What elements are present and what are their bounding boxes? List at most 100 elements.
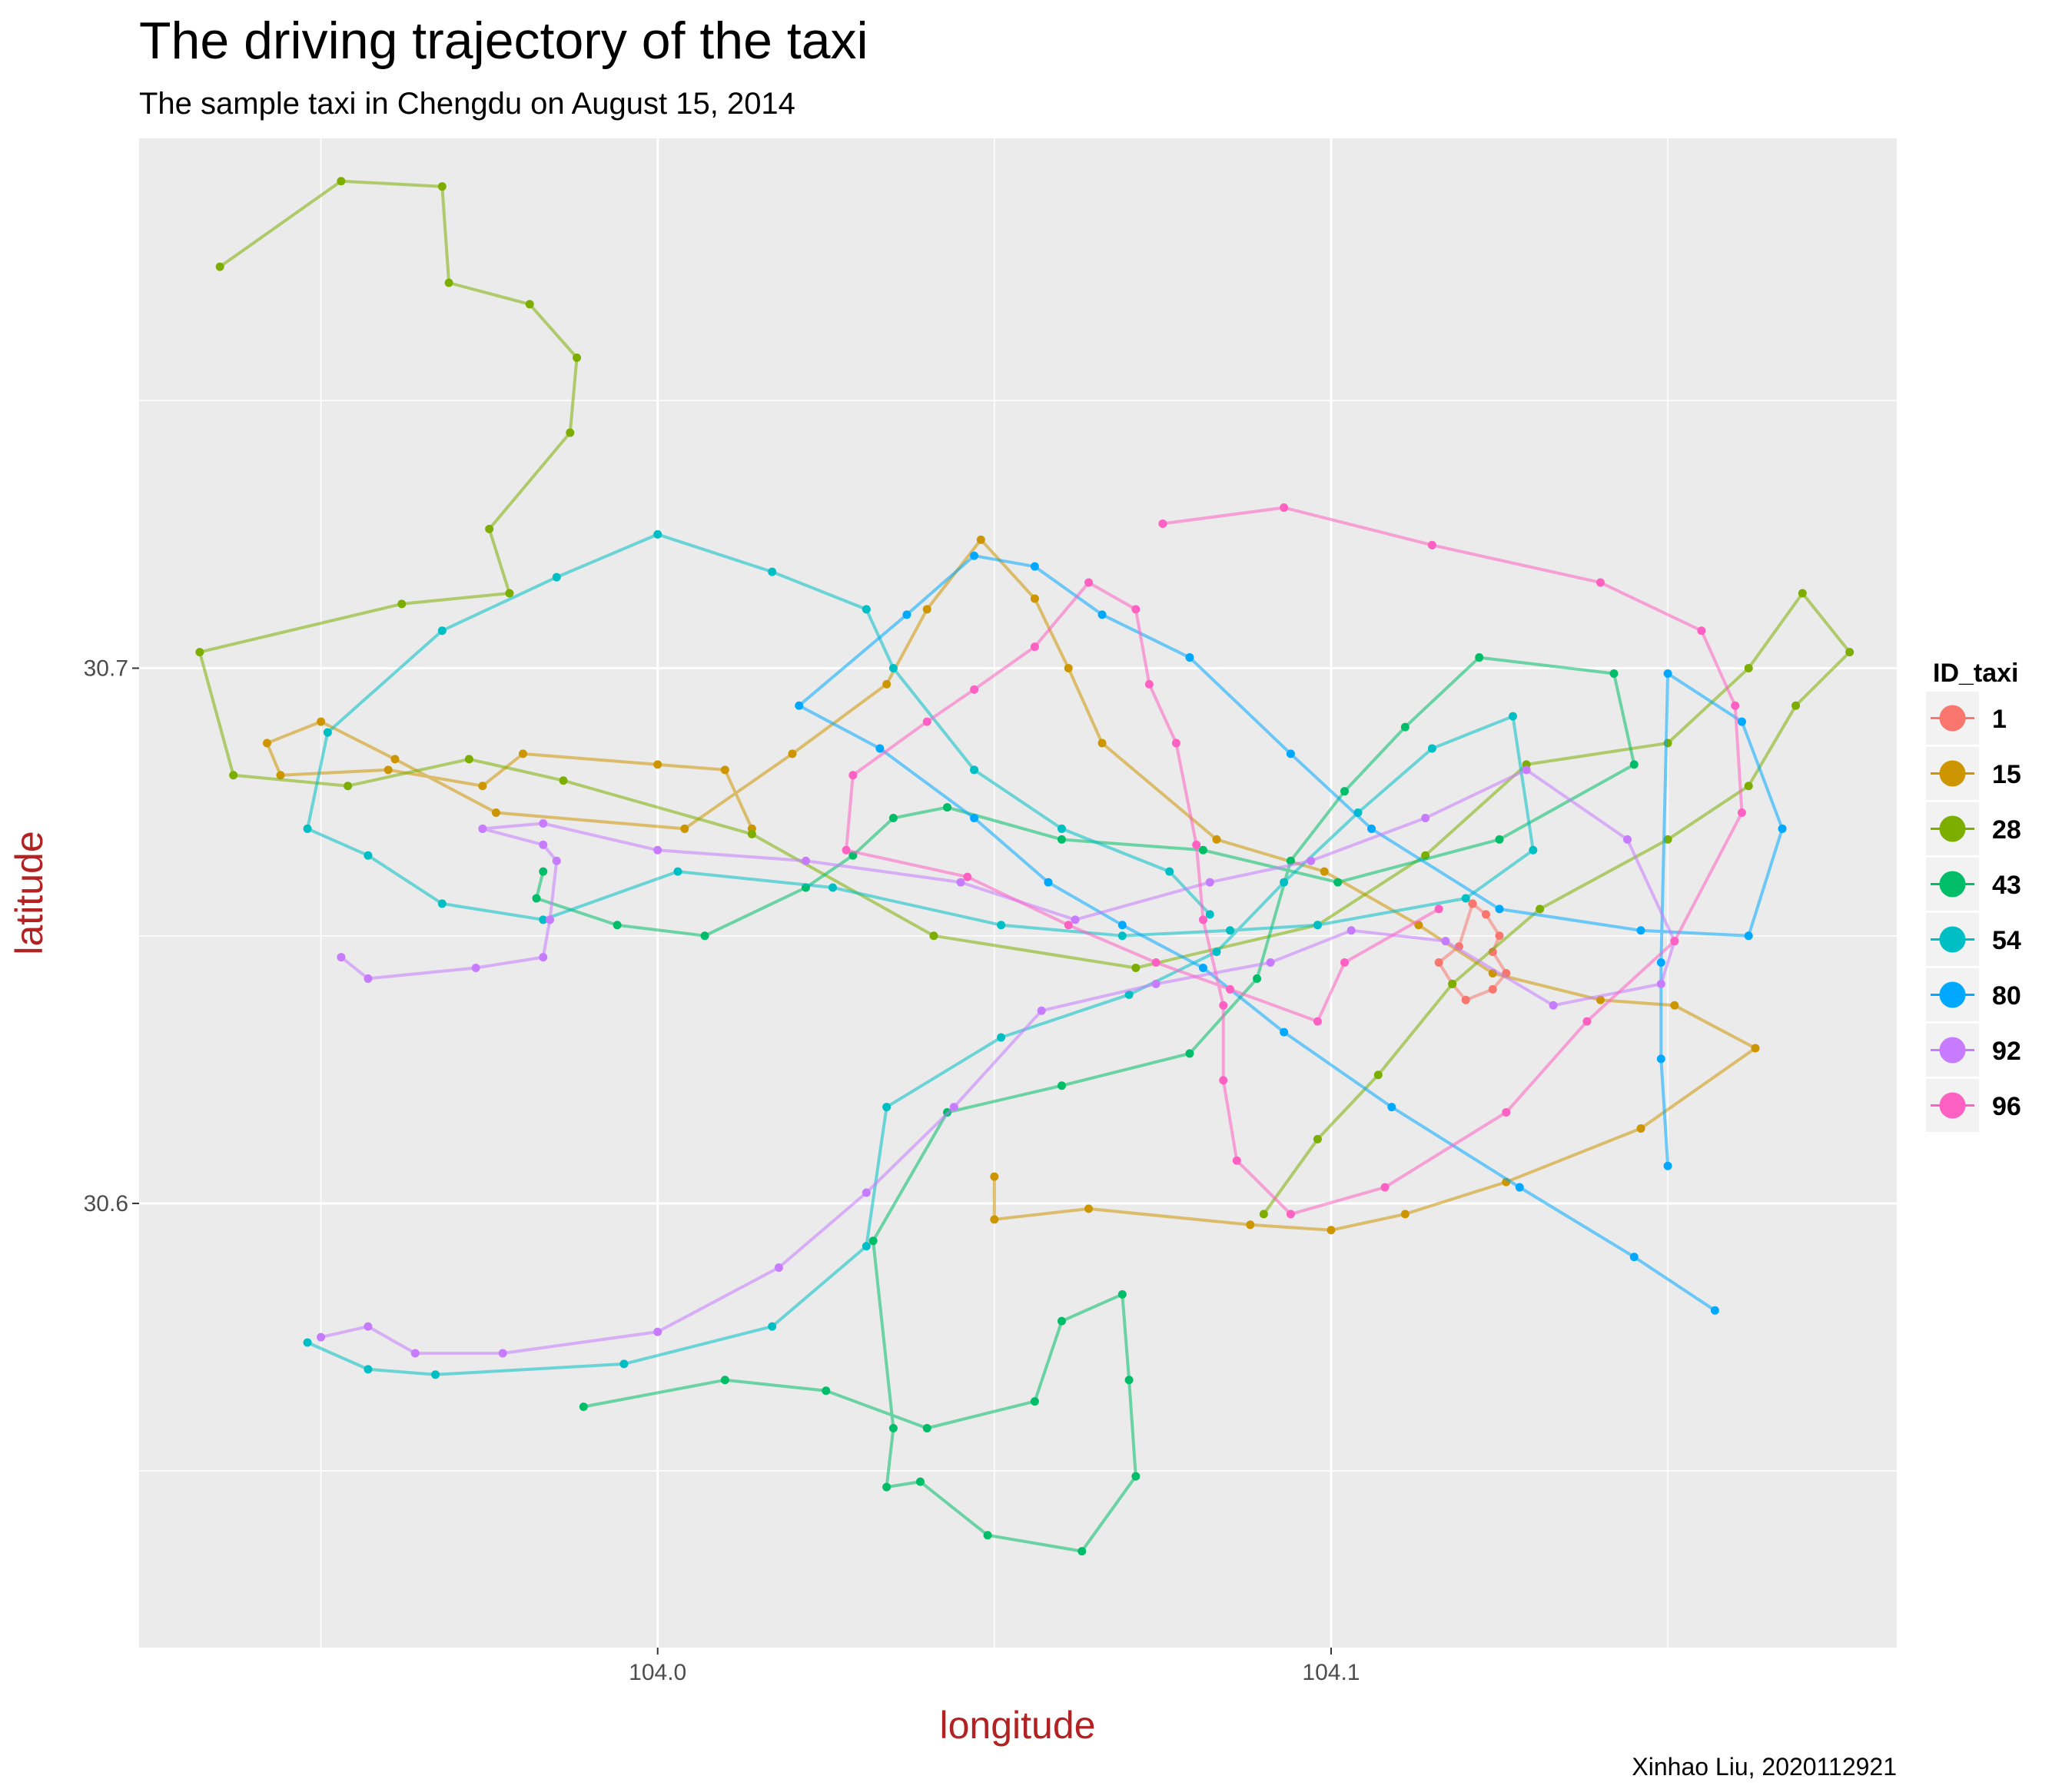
series-43-point-18 (1253, 974, 1262, 983)
series-54-point-9 (1212, 948, 1221, 957)
series-43-point-24 (1629, 760, 1639, 769)
series-28-point-31 (1313, 1134, 1322, 1143)
series-96-point-8 (1582, 1017, 1592, 1026)
series-96-point-4 (1697, 626, 1706, 636)
series-28-point-26 (1744, 782, 1753, 791)
series-80-point-5 (1198, 964, 1207, 973)
series-43-point-29 (942, 803, 951, 812)
series-54-point-17 (1226, 926, 1235, 935)
legend-items: 1 15 28 43 54 80 92 96 (1926, 692, 2021, 1132)
series-92-point-17 (1623, 835, 1632, 844)
series-43-point-0 (579, 1402, 588, 1412)
series-92-point-30 (498, 1349, 507, 1358)
series-28-point-16 (929, 931, 938, 941)
series-15-point-9 (390, 755, 400, 764)
series-92-point-5 (552, 856, 561, 865)
series-96-point-9 (1502, 1108, 1511, 1117)
legend-label-28: 28 (1992, 815, 2021, 845)
series-1-point-8 (1434, 958, 1443, 968)
series-15-point-6 (276, 771, 285, 780)
series-15-point-20 (1320, 867, 1329, 876)
series-43-point-8 (1131, 1472, 1141, 1481)
series-15-point-12 (788, 749, 797, 758)
series-15-point-24 (1670, 1001, 1679, 1010)
series-80-point-20 (1744, 931, 1753, 941)
series-15-point-15 (976, 535, 985, 544)
series-43-point-34 (613, 921, 622, 930)
series-15-point-18 (1097, 739, 1107, 748)
series-92-point-11 (956, 878, 965, 887)
series-28-point-1 (337, 177, 346, 186)
series-28-point-27 (1663, 835, 1672, 844)
legend-label-43: 43 (1992, 871, 2021, 900)
series-80-point-14 (1097, 610, 1107, 619)
series-43-point-6 (1117, 1289, 1127, 1299)
series-15-point-29 (1327, 1226, 1336, 1235)
series-54-point-21 (673, 867, 682, 876)
series-15-point-1 (720, 765, 729, 775)
series-92-point-15 (1421, 813, 1430, 822)
legend-label-15: 15 (1992, 760, 2021, 789)
series-1-point-5 (1488, 984, 1497, 994)
series-92-point-23 (1266, 958, 1275, 968)
series-28-point-13 (464, 755, 473, 764)
series-43-point-33 (700, 931, 709, 941)
series-92-point-14 (1307, 856, 1316, 865)
series-92-point-33 (317, 1333, 326, 1342)
series-54-point-20 (828, 883, 838, 892)
grid-major (139, 138, 1897, 1648)
series-15-point-25 (1751, 1044, 1760, 1053)
series-92-point-1 (364, 974, 373, 983)
series-15-point-26 (1636, 1124, 1645, 1133)
series-92-point-25 (1037, 1006, 1046, 1015)
series-43-point-2 (822, 1386, 831, 1396)
series-80-point-11 (902, 610, 911, 619)
series-15-point-17 (1064, 663, 1073, 672)
series-28-point-23 (1798, 589, 1807, 598)
series-28-point-0 (215, 262, 224, 271)
series-54-point-30 (768, 567, 777, 576)
legend-key-dot (1939, 760, 1966, 787)
series-43-point-30 (888, 813, 898, 822)
series-15-point-5 (384, 765, 393, 775)
series-43-point-17 (1185, 1049, 1194, 1058)
series-28-point-6 (566, 428, 575, 437)
series-28-point-30 (1373, 1070, 1383, 1080)
series-96-point-13 (1219, 1076, 1228, 1085)
series-96-point-31 (1340, 958, 1349, 968)
series-28-point-10 (195, 648, 204, 657)
series-15 (262, 535, 1760, 1235)
series-80-point-6 (1117, 921, 1127, 930)
series-43-point-13 (888, 1423, 898, 1432)
series-96-point-18 (1144, 679, 1154, 689)
grid-minor (139, 138, 1897, 1648)
series-92-point-8 (539, 818, 548, 828)
series-28-point-24 (1845, 648, 1855, 657)
series-28-point-32 (1259, 1210, 1268, 1219)
series-28-point-7 (485, 524, 494, 533)
series-15-point-30 (1246, 1220, 1255, 1230)
series-28-point-17 (1131, 964, 1141, 973)
series-54-point-26 (323, 728, 332, 737)
series-28-point-14 (559, 776, 568, 785)
series-43-point-28 (1057, 835, 1066, 844)
series-96-point-17 (1171, 739, 1180, 748)
series-28-point-11 (229, 771, 238, 780)
series-96-point-20 (1084, 578, 1094, 587)
series-92-point-0 (337, 953, 346, 962)
series-92-point-29 (653, 1327, 662, 1336)
series-96-point-1 (1280, 503, 1289, 513)
series-43-point-16 (1057, 1081, 1066, 1090)
legend-item-92: 92 (1926, 1024, 2021, 1077)
series-43-point-26 (1333, 878, 1343, 887)
series-54-point-34 (1057, 824, 1066, 833)
series-96-point-26 (963, 872, 972, 881)
series-43-point-9 (1078, 1547, 1087, 1556)
series-43-point-11 (915, 1477, 925, 1486)
series-92-point-3 (539, 953, 548, 962)
series-54-point-6 (882, 1103, 892, 1112)
series-15-point-3 (518, 749, 527, 758)
y-tick-label-0: 30.6 (84, 1191, 128, 1216)
series-96-point-16 (1192, 840, 1201, 849)
series-54-point-23 (437, 899, 447, 908)
